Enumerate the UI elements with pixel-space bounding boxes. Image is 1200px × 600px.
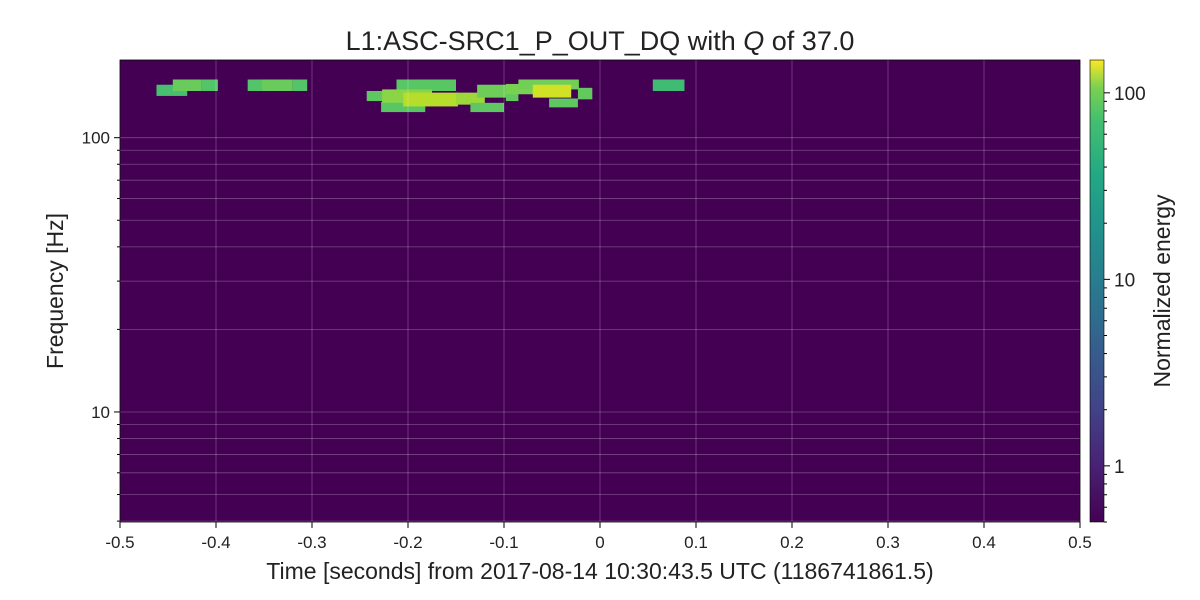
colorbar-tick-label: 100 bbox=[1114, 84, 1146, 105]
energy-tile bbox=[292, 79, 308, 92]
x-tick-label: -0.5 bbox=[105, 533, 134, 552]
energy-tile bbox=[403, 92, 458, 107]
x-tick-label: -0.1 bbox=[489, 533, 518, 552]
energy-tile bbox=[652, 79, 685, 92]
energy-tile bbox=[366, 91, 384, 102]
x-axis-label: Time [seconds] from 2017-08-14 10:30:43.… bbox=[266, 558, 933, 584]
colorbar-label: Normalized energy bbox=[1149, 194, 1175, 388]
energy-tile bbox=[381, 101, 426, 113]
x-tick-label: -0.3 bbox=[297, 533, 326, 552]
plot-area bbox=[119, 59, 1081, 523]
x-axis-ticks: -0.5 -0.4 -0.3 -0.2 -0.1 0 0.1 0.2 0.3 0.4 0.5 bbox=[105, 522, 1092, 552]
plot-background bbox=[120, 60, 1080, 522]
energy-tile bbox=[172, 79, 202, 92]
y-axis-ticks: 10 100 bbox=[82, 129, 120, 522]
x-tick-label: 0.2 bbox=[780, 533, 804, 552]
colorbar-tick-label: 1 bbox=[1114, 457, 1125, 478]
energy-tile bbox=[396, 79, 456, 92]
x-tick-label: 0.1 bbox=[684, 533, 708, 552]
energy-tile bbox=[201, 79, 218, 92]
energy-tile bbox=[156, 84, 188, 96]
y-axis-label: Frequency [Hz] bbox=[42, 213, 68, 369]
energy-tile bbox=[549, 98, 578, 108]
y-tick-label: 100 bbox=[82, 129, 110, 148]
energy-tile bbox=[247, 79, 269, 92]
colorbar-gradient bbox=[1089, 59, 1105, 523]
energy-tile bbox=[505, 89, 519, 102]
x-tick-label: 0.5 bbox=[1068, 533, 1092, 552]
energy-tiles bbox=[156, 79, 685, 113]
colorbar: 1 10 100 Normalized energy bbox=[1089, 59, 1175, 523]
x-tick-label: -0.2 bbox=[393, 533, 422, 552]
colorbar-tick-label: 10 bbox=[1114, 270, 1135, 291]
energy-tile bbox=[518, 79, 579, 90]
x-tick-label: -0.4 bbox=[201, 533, 230, 552]
x-tick-label: 0.4 bbox=[972, 533, 996, 552]
energy-tile bbox=[477, 84, 509, 98]
energy-tile bbox=[577, 87, 593, 100]
x-tick-label: 0.3 bbox=[876, 533, 900, 552]
x-tick-label: 0 bbox=[595, 533, 604, 552]
energy-tile bbox=[262, 79, 293, 92]
y-tick-label: 10 bbox=[91, 403, 110, 422]
grid-lines bbox=[120, 60, 1080, 522]
chart-title: L1:ASC-SRC1_P_OUT_DQ with Q of 37.0 bbox=[346, 26, 855, 56]
colorbar-ticks: 1 10 100 bbox=[1104, 84, 1146, 523]
energy-tile bbox=[470, 102, 504, 113]
energy-tile bbox=[532, 84, 572, 98]
